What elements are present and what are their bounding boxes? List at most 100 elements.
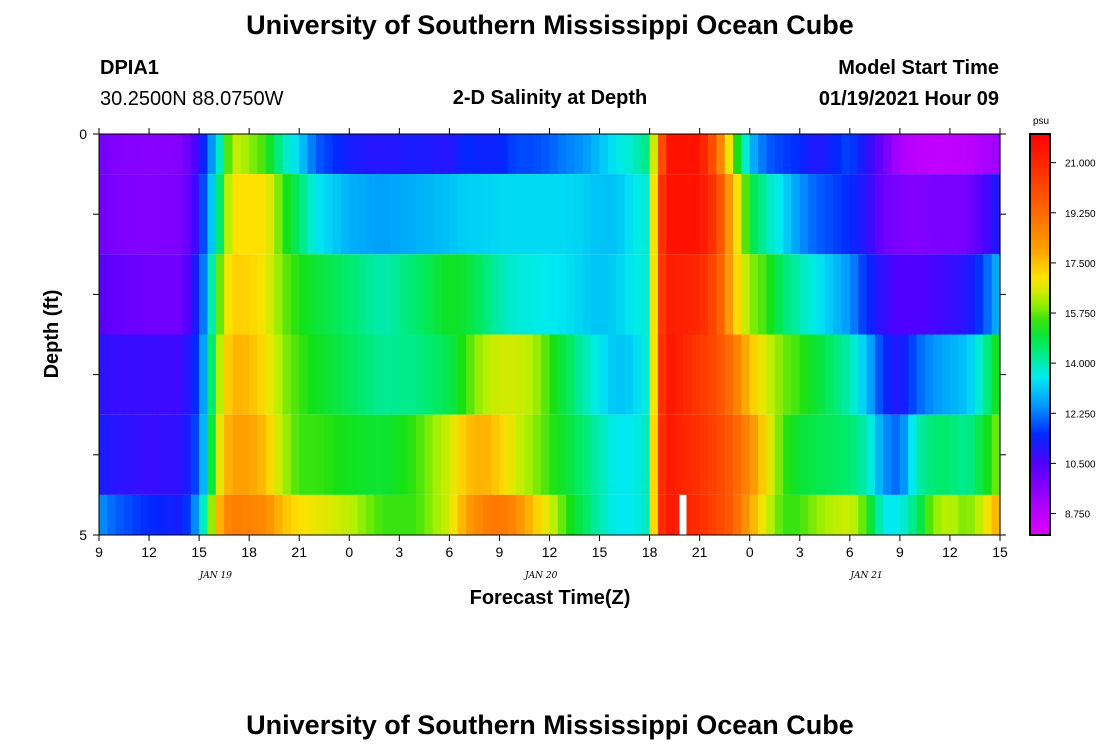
heatmap-cell xyxy=(215,494,225,535)
heatmap-cell xyxy=(991,174,1001,255)
heatmap-cell xyxy=(858,494,868,535)
x-tick-label: 21 xyxy=(692,544,708,560)
heatmap-cell xyxy=(466,334,476,415)
heatmap-cell xyxy=(924,174,934,255)
heatmap-cell xyxy=(232,174,242,255)
heatmap-cell xyxy=(257,254,267,335)
heatmap-cell xyxy=(774,334,784,415)
heatmap-cell xyxy=(199,494,209,535)
heatmap-cell xyxy=(758,254,767,335)
heatmap-cell xyxy=(883,254,893,335)
heatmap-cell xyxy=(691,414,701,495)
heatmap-cell xyxy=(482,254,492,335)
heatmap-cell xyxy=(941,494,951,535)
heatmap-cell xyxy=(491,134,501,175)
heatmap-cell xyxy=(899,174,909,255)
heatmap-cell xyxy=(532,334,542,415)
heatmap-cell xyxy=(324,334,334,415)
heatmap-cell xyxy=(607,414,617,495)
heatmap-cell xyxy=(833,254,843,335)
heatmap-cell xyxy=(774,174,784,255)
y-axis: 05 xyxy=(79,126,1006,543)
heatmap-cell xyxy=(908,334,918,415)
heatmap-cell xyxy=(916,414,926,495)
heatmap-cell xyxy=(424,494,434,535)
heatmap-cell xyxy=(908,134,918,175)
heatmap-cell xyxy=(941,174,951,255)
heatmap-cell xyxy=(174,134,184,175)
heatmap-cell xyxy=(808,414,818,495)
heatmap-cell xyxy=(249,254,259,335)
x-tick-label: 12 xyxy=(542,544,558,560)
heatmap-cell xyxy=(758,174,767,255)
heatmap-cell xyxy=(140,494,150,535)
heatmap-cell xyxy=(841,254,851,335)
heatmap-cell xyxy=(249,174,259,255)
heatmap-cell xyxy=(374,254,384,335)
heatmap-cell xyxy=(357,254,367,335)
heatmap-cell xyxy=(315,414,325,495)
heatmap-cell xyxy=(791,254,801,335)
heatmap-cell xyxy=(174,174,184,255)
heatmap-cell xyxy=(566,334,576,415)
heatmap-cell xyxy=(132,254,142,335)
heatmap-cell xyxy=(899,494,909,535)
heatmap-cell xyxy=(324,414,334,495)
heatmap-cell xyxy=(499,134,509,175)
heatmap-cell xyxy=(933,494,943,535)
heatmap-cell xyxy=(532,494,542,535)
heatmap-cell xyxy=(299,174,309,255)
heatmap-cell xyxy=(591,334,601,415)
heatmap-cell xyxy=(115,134,125,175)
heatmap-cell xyxy=(290,334,300,415)
model-start-value: 01/19/2021 Hour 09 xyxy=(819,88,999,110)
heatmap-cell xyxy=(708,494,717,535)
heatmap-cell xyxy=(716,134,726,175)
heatmap-cell xyxy=(983,134,993,175)
heatmap-cell xyxy=(974,254,984,335)
heatmap-cell xyxy=(816,494,826,535)
heatmap-cell xyxy=(357,134,367,175)
heatmap-cell xyxy=(524,134,534,175)
heatmap-cell xyxy=(758,134,767,175)
heatmap-cell xyxy=(966,334,976,415)
heatmap-cell xyxy=(783,254,793,335)
heatmap-cell xyxy=(924,494,934,535)
heatmap-cell xyxy=(824,174,834,255)
heatmap-cell xyxy=(449,494,459,535)
heatmap-cell xyxy=(182,494,192,535)
heatmap-cell xyxy=(399,134,409,175)
heatmap-cell xyxy=(724,334,734,415)
heatmap-cell xyxy=(532,174,542,255)
heatmap-cell xyxy=(674,414,684,495)
heatmap-cell xyxy=(165,334,175,415)
heatmap-cell xyxy=(699,254,709,335)
colorbar xyxy=(1029,133,1051,536)
heatmap-cell xyxy=(599,334,609,415)
x-axis: 9 12 15 18 21 0 3 6 9 12 15 18 21 0 3 6 9 12 15 xyxy=(95,128,1008,560)
heatmap-cell xyxy=(124,494,133,535)
heatmap-cell xyxy=(666,254,676,335)
heatmap-cell xyxy=(966,254,976,335)
heatmap-cell xyxy=(791,494,801,535)
heatmap-cell xyxy=(657,254,667,335)
heatmap-cell xyxy=(699,174,709,255)
heatmap-cell xyxy=(674,334,684,415)
heatmap-cell xyxy=(616,414,626,495)
heatmap-cell xyxy=(224,254,234,335)
x-tick-label: 15 xyxy=(592,544,608,560)
heatmap-cell xyxy=(974,134,984,175)
heatmap-cell xyxy=(482,494,492,535)
heatmap-cell xyxy=(666,174,676,255)
heatmap-cell xyxy=(224,414,234,495)
heatmap-cell xyxy=(265,174,275,255)
heatmap-cell xyxy=(349,174,359,255)
heatmap-cell xyxy=(274,134,284,175)
heatmap-cell xyxy=(390,414,400,495)
heatmap-cell xyxy=(899,414,909,495)
heatmap-cell xyxy=(641,134,651,175)
heatmap-cell xyxy=(357,174,367,255)
heatmap-cell xyxy=(491,174,501,255)
heatmap-cell xyxy=(991,254,1001,335)
heatmap-cell xyxy=(766,414,776,495)
